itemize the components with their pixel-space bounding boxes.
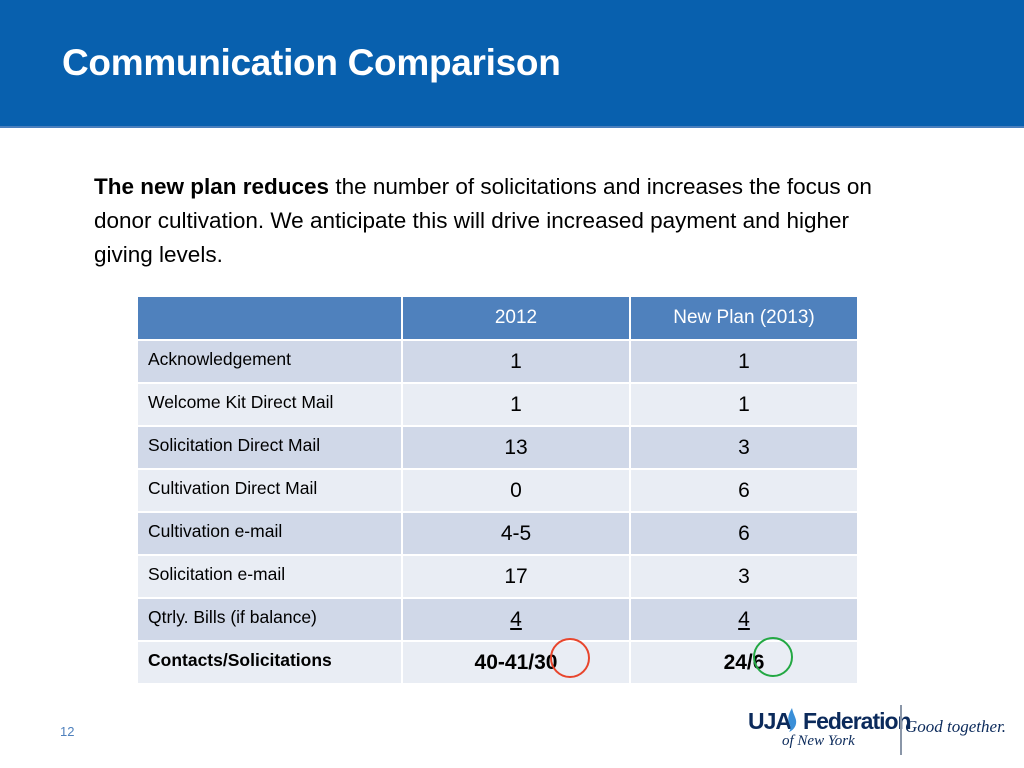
- table-row: Cultivation Direct Mail 0 6: [136, 468, 859, 513]
- value-2013: 1: [629, 339, 859, 384]
- value-2013: 1: [629, 382, 859, 427]
- value-2012: 4-5: [401, 511, 631, 556]
- table-row: Solicitation Direct Mail 13 3: [136, 425, 859, 470]
- value-2013: 4: [629, 597, 859, 642]
- page-number: 12: [60, 724, 75, 739]
- logo-tagline: Good together.: [905, 717, 1007, 736]
- intro-paragraph: The new plan reduces the number of solic…: [94, 170, 914, 272]
- row-label: Solicitation e-mail: [136, 554, 403, 599]
- table-row: Solicitation e-mail 17 3: [136, 554, 859, 599]
- value-2012: 1: [401, 339, 631, 384]
- value-2012: 4: [401, 597, 631, 642]
- value-2012: 0: [401, 468, 631, 513]
- row-label: Welcome Kit Direct Mail: [136, 382, 403, 427]
- table-row: Acknowledgement 1 1: [136, 339, 859, 384]
- value-2012: 17: [401, 554, 631, 599]
- logo-divider: [900, 705, 902, 755]
- comparison-table: 2012 New Plan (2013) Acknowledgement 1 1…: [136, 295, 859, 685]
- table-row: Welcome Kit Direct Mail 1 1: [136, 382, 859, 427]
- row-label: Acknowledgement: [136, 339, 403, 384]
- row-label: Solicitation Direct Mail: [136, 425, 403, 470]
- row-label: Cultivation Direct Mail: [136, 468, 403, 513]
- value-2013: 24/6: [629, 640, 859, 685]
- flame-icon: [788, 708, 797, 732]
- logo-brand-left: UJA: [748, 708, 792, 734]
- value-2012-underlined: 4: [510, 607, 522, 631]
- table-header-row: 2012 New Plan (2013): [136, 295, 859, 341]
- value-2013: 6: [629, 468, 859, 513]
- value-2013: 3: [629, 554, 859, 599]
- value-2013: 6: [629, 511, 859, 556]
- logo-brand: UJA Federation: [748, 708, 912, 735]
- header-empty: [136, 295, 403, 341]
- value-2013-underlined: 4: [738, 607, 750, 631]
- intro-rest-text: the number of solicitations and increase…: [94, 174, 872, 267]
- row-label: Qtrly. Bills (if balance): [136, 597, 403, 642]
- intro-bold-text: The new plan reduces: [94, 174, 330, 199]
- table-total-row: Contacts/Solicitations 40-41/30 24/6: [136, 640, 859, 685]
- value-2013: 3: [629, 425, 859, 470]
- logo-subtitle: of New York: [782, 733, 855, 749]
- green-circle-highlight: [753, 637, 793, 677]
- slide-title: Communication Comparison: [62, 42, 561, 83]
- header-new-plan: New Plan (2013): [629, 295, 859, 341]
- value-2012: 40-41/30: [401, 640, 631, 685]
- value-2012: 13: [401, 425, 631, 470]
- value-2012: 1: [401, 382, 631, 427]
- row-label: Cultivation e-mail: [136, 511, 403, 556]
- uja-federation-logo: UJA Federation of New York Good together.: [748, 705, 1013, 757]
- table-row: Cultivation e-mail 4-5 6: [136, 511, 859, 556]
- logo-brand-right: Federation: [803, 708, 912, 734]
- table-row: Qtrly. Bills (if balance) 4 4: [136, 597, 859, 642]
- title-bar: Communication Comparison: [0, 0, 1024, 128]
- row-label: Contacts/Solicitations: [136, 640, 403, 685]
- header-2012: 2012: [401, 295, 631, 341]
- red-circle-highlight: [550, 638, 590, 678]
